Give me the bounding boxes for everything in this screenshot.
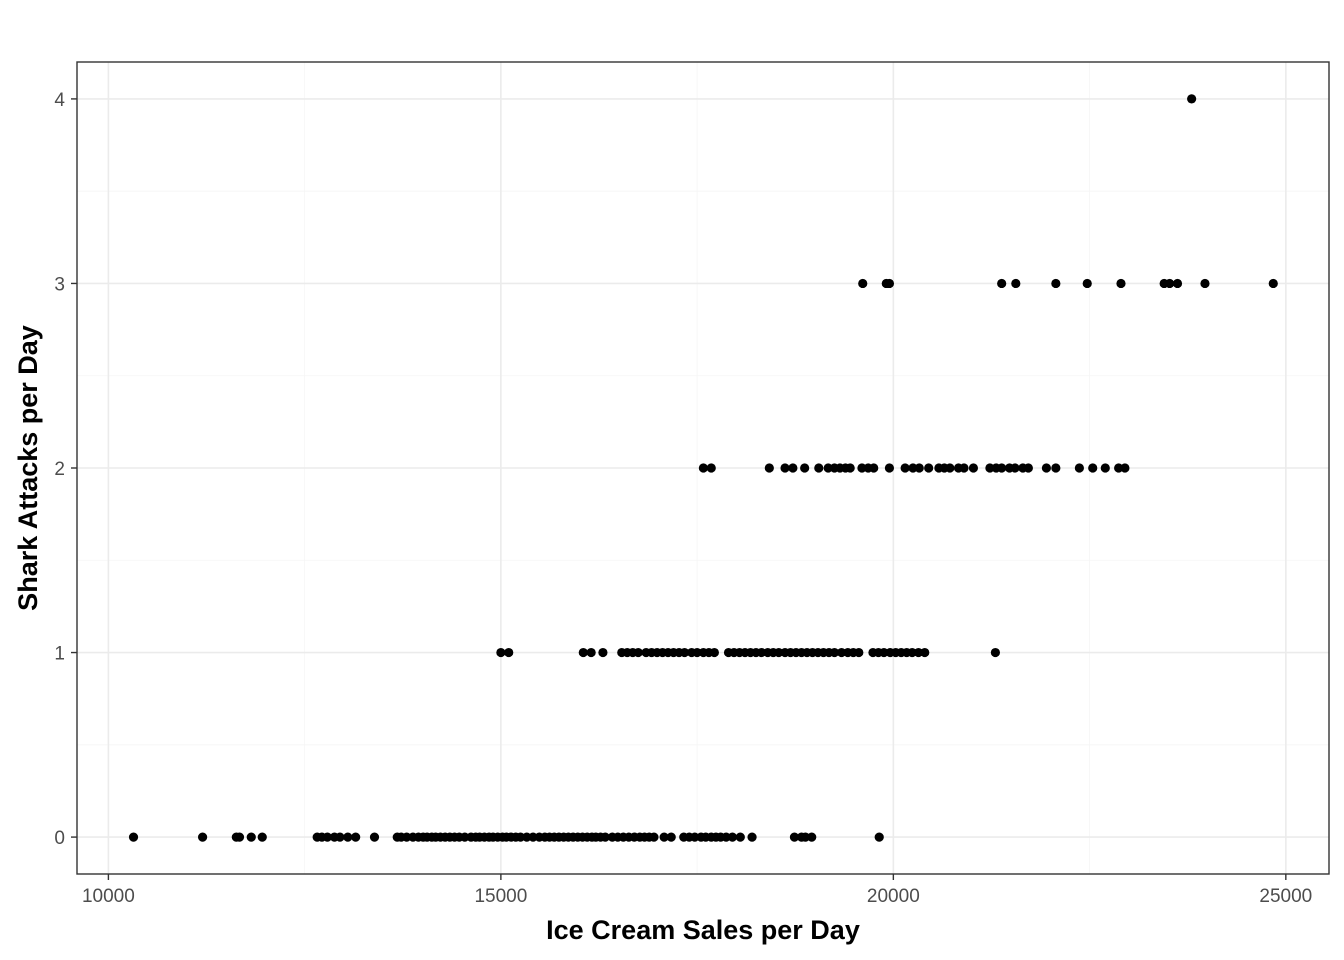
data-point	[780, 463, 790, 473]
data-point	[679, 647, 690, 658]
data-point	[1172, 278, 1183, 289]
data-point	[1041, 463, 1052, 473]
data-point	[997, 278, 1007, 289]
data-point	[1268, 278, 1278, 289]
data-point	[128, 832, 139, 842]
data-point	[1051, 463, 1061, 473]
data-point	[1082, 278, 1092, 289]
data-point	[1120, 463, 1130, 473]
data-point	[234, 832, 245, 842]
data-point	[1165, 278, 1175, 289]
data-point	[1088, 463, 1098, 473]
x-axis-title: Ice Cream Sales per Day	[546, 915, 860, 945]
data-point	[1074, 463, 1084, 473]
data-point	[369, 832, 380, 842]
data-point	[633, 647, 643, 658]
data-point	[874, 832, 884, 842]
data-point	[727, 832, 738, 842]
data-point	[1100, 463, 1110, 473]
data-point	[968, 463, 979, 473]
data-point	[698, 463, 708, 473]
x-tick-label: 20000	[867, 886, 920, 907]
data-point	[1011, 278, 1021, 289]
data-point	[920, 647, 930, 658]
data-point	[1051, 278, 1061, 289]
y-axis-title: Shark Attacks per Day	[13, 325, 43, 611]
data-point	[706, 463, 716, 473]
data-point	[649, 832, 659, 842]
data-point	[1187, 94, 1197, 104]
data-point	[945, 463, 955, 473]
data-point	[869, 463, 879, 473]
data-point	[845, 463, 855, 473]
data-point	[807, 832, 817, 842]
data-point	[747, 832, 757, 842]
data-point	[578, 647, 588, 658]
data-point	[666, 832, 676, 842]
data-point	[858, 278, 868, 289]
data-point	[659, 832, 669, 842]
data-point	[914, 463, 924, 473]
data-point	[257, 832, 267, 842]
data-point	[335, 832, 345, 842]
data-point	[1023, 463, 1033, 473]
data-point	[924, 463, 934, 473]
data-point	[959, 463, 969, 473]
data-point	[884, 463, 895, 473]
x-tick-label: 25000	[1259, 886, 1312, 907]
data-point	[829, 647, 840, 658]
data-point	[854, 647, 864, 658]
data-point	[1010, 463, 1020, 473]
data-point	[1200, 278, 1210, 289]
data-point	[600, 832, 610, 842]
data-point	[496, 647, 506, 658]
data-point	[351, 832, 361, 842]
data-point	[764, 463, 774, 473]
data-point	[997, 463, 1007, 473]
data-point	[900, 463, 910, 473]
y-tick-label: 4	[54, 90, 65, 111]
data-point	[735, 832, 745, 842]
x-axis-ticks: 10000 15000 20000 25000	[82, 874, 1312, 907]
data-point	[586, 647, 596, 658]
data-point	[322, 832, 332, 842]
y-tick-label: 2	[54, 459, 65, 480]
data-point	[1116, 278, 1126, 289]
data-point	[814, 463, 824, 473]
y-tick-label: 0	[54, 828, 65, 849]
y-tick-label: 3	[54, 274, 65, 295]
data-point	[343, 832, 353, 842]
data-point	[789, 832, 800, 842]
x-tick-label: 15000	[474, 886, 527, 907]
x-tick-label: 10000	[82, 886, 135, 907]
data-point	[990, 647, 1000, 658]
y-tick-label: 1	[54, 644, 65, 665]
data-point	[800, 463, 810, 473]
data-point	[197, 832, 208, 842]
data-point	[884, 278, 895, 289]
data-point	[504, 647, 514, 658]
y-axis-ticks: 0 1 2 3 4	[54, 90, 77, 849]
data-point	[709, 647, 719, 658]
data-points	[128, 94, 1278, 842]
data-point	[788, 463, 798, 473]
data-point	[246, 832, 256, 842]
data-point	[598, 647, 608, 658]
